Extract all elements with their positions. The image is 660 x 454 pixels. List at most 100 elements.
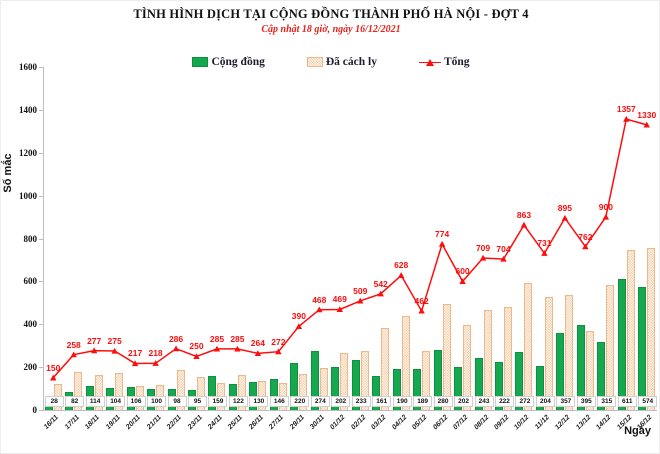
bar-value-label: 233 xyxy=(351,396,371,407)
bar-value-label: 202 xyxy=(454,396,474,407)
total-value-label: 469 xyxy=(332,294,347,305)
bar-value-label: 280 xyxy=(433,396,453,407)
bar-value-label: 611 xyxy=(617,396,637,407)
line-marker-triangle xyxy=(70,351,77,358)
line-marker-triangle xyxy=(438,240,446,247)
total-value-label: 285 xyxy=(230,333,245,344)
x-tick-label: 12/12 xyxy=(554,414,572,432)
legend-item-tong: Tổng xyxy=(418,56,470,68)
line-marker-triangle xyxy=(520,221,528,228)
legend-item-cong-dong: Cộng đồng xyxy=(192,56,265,68)
x-tick-label: 18/11 xyxy=(84,414,102,431)
x-tick-label: 16/11 xyxy=(43,414,61,431)
x-tick-label: 26/11 xyxy=(247,414,265,431)
total-value-label: 462 xyxy=(414,295,429,306)
line-marker-triangle xyxy=(234,345,241,352)
red-line-swatch-icon xyxy=(418,58,441,67)
bar-value-label: 104 xyxy=(106,396,126,407)
y-tick-label: 400 xyxy=(23,319,38,330)
x-tick-label: 08/12 xyxy=(472,414,490,432)
bar-value-label: 243 xyxy=(474,396,494,407)
bar-value-label: 159 xyxy=(208,396,228,407)
line-marker-triangle xyxy=(152,360,159,366)
bar-value-label: 315 xyxy=(597,396,617,407)
x-tick-label: 13/12 xyxy=(574,414,593,432)
bar-value-label: 574 xyxy=(638,396,658,407)
plot-area: 28 82 114 104 106 100 98 95 159 122 130 146 220 274 20… xyxy=(43,67,658,410)
total-value-label: 286 xyxy=(168,333,184,344)
line-marker-triangle xyxy=(295,323,303,329)
bar-da-cach-ly xyxy=(524,283,533,410)
y-tick-mark xyxy=(39,152,43,154)
legend: Cộng đồng Đã cách ly Tổng xyxy=(1,56,659,68)
bar-value-label: 357 xyxy=(556,396,576,407)
line-marker-triangle xyxy=(397,272,405,278)
bar-value-label: 122 xyxy=(228,396,248,407)
peach-bar-swatch-icon xyxy=(306,57,323,67)
line-marker-triangle xyxy=(541,250,548,256)
x-tick-label: 27/11 xyxy=(268,414,286,431)
y-tick-label: 800 xyxy=(23,233,38,244)
line-marker-triangle xyxy=(50,374,57,381)
line-marker-triangle xyxy=(131,360,139,367)
bar-da-cach-ly xyxy=(504,306,512,410)
bar-value-label: 204 xyxy=(535,396,555,407)
x-tick-label: 30/11 xyxy=(309,414,327,431)
line-marker-triangle xyxy=(479,254,487,261)
bar-value-label: 395 xyxy=(576,396,596,407)
y-tick-mark xyxy=(39,281,43,283)
total-value-label: 709 xyxy=(475,243,491,253)
total-value-label: 150 xyxy=(46,362,61,373)
bar-da-cach-ly xyxy=(258,381,267,410)
bar-value-label: 220 xyxy=(290,396,310,407)
x-tick-label: 20/11 xyxy=(125,414,143,431)
total-value-label: 863 xyxy=(516,209,532,220)
x-tick-label: 10/12 xyxy=(513,414,531,432)
y-tick-label: 1200 xyxy=(19,147,37,158)
line-marker-triangle xyxy=(459,278,466,284)
bar-cong-dong xyxy=(638,286,647,410)
bar-value-label: 190 xyxy=(392,396,412,407)
y-axis-line xyxy=(43,67,44,410)
total-value-label: 762 xyxy=(578,231,593,242)
legend-label-tong: Tổng xyxy=(443,56,470,68)
bar-da-cach-ly xyxy=(606,284,615,410)
x-tick-label: 02/12 xyxy=(349,414,368,432)
chart-title: TÌNH HÌNH DỊCH TẠI CỘNG ĐỒNG THÀNH PHỐ H… xyxy=(133,7,529,21)
x-tick-label: 21/11 xyxy=(145,414,163,431)
total-value-label: 468 xyxy=(312,294,327,305)
line-marker-triangle xyxy=(418,307,425,314)
y-tick-label: 600 xyxy=(23,276,38,287)
bar-value-label: 28 xyxy=(44,396,64,407)
total-value-label: 285 xyxy=(209,333,225,344)
bar-value-label: 114 xyxy=(85,396,105,407)
total-value-label: 731 xyxy=(537,238,552,249)
line-marker-triangle xyxy=(357,297,364,304)
total-value-label: 895 xyxy=(557,203,572,214)
total-value-label: 264 xyxy=(250,338,265,349)
x-axis-title: Ngày xyxy=(624,425,651,437)
line-marker-triangle xyxy=(561,214,569,221)
legend-label-cong-dong: Cộng đồng xyxy=(211,56,265,68)
x-tick-label: 25/11 xyxy=(227,414,245,431)
total-value-label: 275 xyxy=(107,336,122,347)
line-marker-triangle xyxy=(254,350,262,357)
x-tick-label: 03/12 xyxy=(370,414,388,432)
total-value-label: 272 xyxy=(271,336,286,347)
bar-da-cach-ly xyxy=(565,294,574,410)
x-tick-label: 24/11 xyxy=(206,414,224,431)
total-value-label: 542 xyxy=(373,278,388,289)
x-tick-label: 23/11 xyxy=(186,414,204,431)
y-tick-mark xyxy=(39,367,43,369)
total-value-label: 258 xyxy=(66,339,81,350)
x-tick-label: 11/12 xyxy=(534,414,552,431)
bar-value-label: 95 xyxy=(188,396,207,407)
line-marker-triangle xyxy=(193,353,200,360)
bar-value-label: 100 xyxy=(147,396,167,407)
x-tick-label: 04/12 xyxy=(390,414,409,432)
bar-value-label: 274 xyxy=(310,396,330,407)
line-marker-triangle xyxy=(582,243,589,250)
line-marker-triangle xyxy=(213,345,221,352)
bar-cong-dong xyxy=(269,378,278,410)
